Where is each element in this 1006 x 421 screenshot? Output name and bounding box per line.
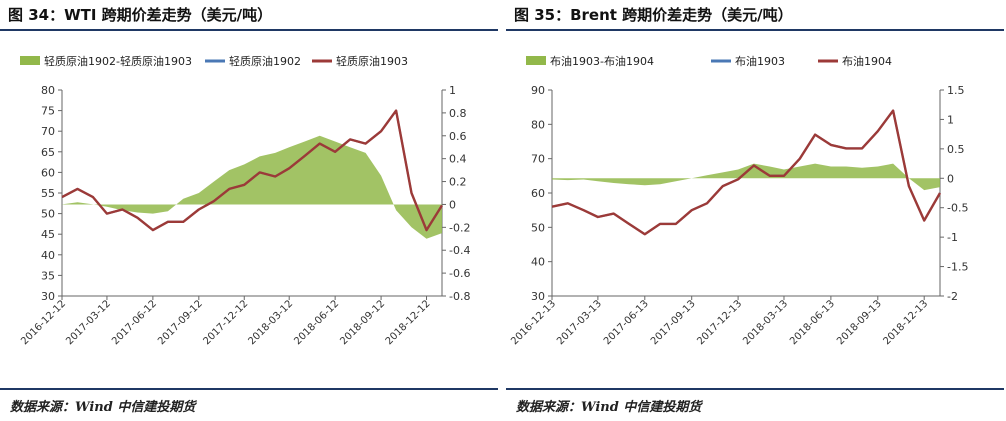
far-contract-line (61, 109, 444, 232)
y-tick-label-left: 65 (41, 146, 55, 159)
y-tick-label-right: 1 (947, 113, 954, 126)
legend-swatch (20, 56, 40, 65)
y-tick-label-left: 50 (531, 221, 545, 234)
x-tick-label: 2018-03-13 (741, 298, 790, 347)
chart-panel-wti: 图 34：WTI 跨期价差走势（美元/吨） 轻质原油1902-轻质原油1903 轻… (0, 0, 498, 421)
y-tick-label-left: 60 (41, 166, 55, 179)
y-tick-label-right: 0.2 (449, 176, 467, 189)
wti-spread-chart: 轻质原油1902-轻质原油1903 轻质原油1902 轻质原油1903 30 35 40 4… (19, 54, 470, 347)
x-tick-label: 2017-12-13 (695, 298, 744, 347)
y-tick-label-right: 0.5 (947, 143, 965, 156)
y-tick-label-right: 1 (449, 84, 456, 97)
legend-label: 轻质原油1903 (336, 54, 408, 68)
y-tick-label-left: 75 (41, 105, 55, 118)
y-tick-label-right: -1 (947, 231, 958, 244)
brent-spread-chart: 布油1903-布油1904 布油1903 布油1904 30 40 50 60 70 80 90 -… (509, 54, 968, 347)
y-tick-label-right: -0.8 (449, 290, 470, 303)
y-tick-label-right: -2 (947, 290, 958, 303)
y-tick-label-right: 0.6 (449, 130, 467, 143)
legend-swatch (526, 56, 546, 65)
y-tick-label-left: 80 (41, 84, 55, 97)
y-tick-label-left: 60 (531, 187, 545, 200)
y-tick-label-right: -1.5 (947, 261, 968, 274)
x-tick-label: 2017-06-12 (110, 298, 159, 347)
y-tick-label-left: 45 (41, 228, 55, 241)
y-tick-label-left: 70 (531, 153, 545, 166)
x-tick-label: 2017-09-12 (156, 298, 205, 347)
spread-area (62, 135, 442, 239)
legend-label: 轻质原油1902-轻质原油1903 (44, 54, 192, 68)
source-note: 数据来源：Wind 中信建投期货 (10, 400, 196, 415)
chart-title: 图 34：WTI 跨期价差走势（美元/吨） (8, 6, 273, 24)
spread-area (552, 163, 940, 191)
footer-divider (0, 388, 498, 390)
x-tick-label: 2017-06-13 (602, 298, 651, 347)
y-tick-label-left: 50 (41, 208, 55, 221)
y-tick-label-right: 0.4 (449, 153, 467, 166)
x-tick-label: 2018-09-13 (835, 298, 884, 347)
x-tick-label: 2017-12-12 (202, 298, 251, 347)
x-tick-label: 2018-06-12 (292, 298, 341, 347)
y-tick-label-left: 80 (531, 118, 545, 131)
y-tick-label-right: -0.6 (449, 267, 470, 280)
far-contract-line (551, 109, 942, 236)
y-tick-label-right: 0.8 (449, 107, 467, 120)
legend-label: 布油1904 (842, 54, 892, 68)
y-tick-label-left: 70 (41, 125, 55, 138)
x-tick-label: 2018-03-12 (246, 298, 295, 347)
y-tick-label-right: 0 (947, 172, 954, 185)
footer-divider (506, 388, 1004, 390)
chart-title: 图 35：Brent 跨期价差走势（美元/吨） (514, 6, 793, 24)
y-tick-label-right: 1.5 (947, 84, 965, 97)
y-tick-label-left: 40 (41, 249, 55, 262)
x-tick-label: 2016-12-12 (19, 298, 68, 347)
y-tick-label-right: 0 (449, 198, 456, 211)
title-divider (506, 29, 1004, 31)
x-tick-label: 2016-12-13 (509, 298, 558, 347)
chart-panel-brent: 图 35：Brent 跨期价差走势（美元/吨） 布油1903-布油1904 布油1… (506, 0, 1004, 421)
y-tick-label-right: -0.2 (449, 221, 470, 234)
x-tick-label: 2018-12-13 (881, 298, 930, 347)
y-tick-label-left: 40 (531, 256, 545, 269)
y-tick-label-right: -0.4 (449, 244, 470, 257)
title-divider (0, 29, 498, 31)
y-tick-label-left: 35 (41, 269, 55, 282)
x-tick-label: 2017-03-12 (64, 298, 113, 347)
x-tick-label: 2018-09-12 (338, 298, 387, 347)
x-tick-label: 2018-06-13 (788, 298, 837, 347)
y-tick-label-left: 30 (531, 290, 545, 303)
y-tick-label-left: 55 (41, 187, 55, 200)
x-tick-label: 2017-03-13 (555, 298, 604, 347)
y-tick-label-right: -0.5 (947, 202, 968, 215)
legend-label: 轻质原油1902 (229, 54, 301, 68)
y-tick-label-left: 90 (531, 84, 545, 97)
x-tick-label: 2018-12-12 (384, 298, 433, 347)
x-tick-label: 2017-09-13 (649, 298, 698, 347)
legend-label: 布油1903 (735, 54, 785, 68)
y-tick-label-left: 30 (41, 290, 55, 303)
legend-label: 布油1903-布油1904 (550, 54, 654, 68)
source-note: 数据来源：Wind 中信建投期货 (516, 400, 702, 415)
